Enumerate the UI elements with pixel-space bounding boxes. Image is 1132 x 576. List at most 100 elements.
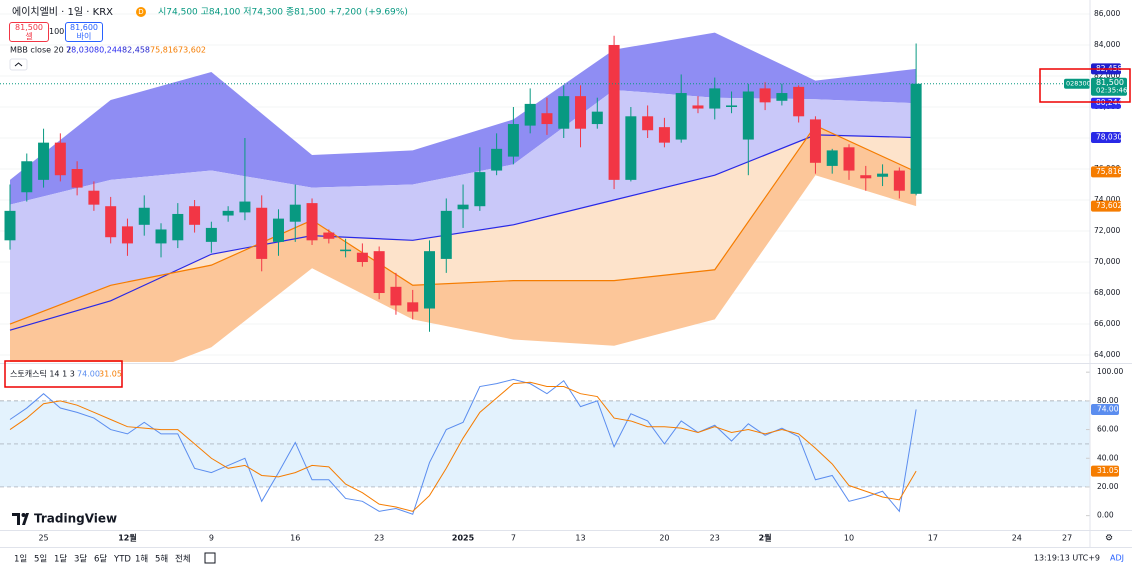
range-button[interactable]: 1해 — [135, 555, 148, 565]
price-tag — [1091, 97, 1121, 109]
band-line — [9, 124, 917, 325]
candle-body — [709, 88, 721, 109]
candle-body — [726, 105, 738, 107]
candle-body — [793, 86, 805, 117]
candle-body — [21, 161, 33, 193]
range-toolbar: 1일 5일 1달 3달 6달 YTD 1해 5해 전체 — [14, 554, 191, 565]
candle-body — [356, 252, 368, 263]
candle-body — [306, 203, 318, 241]
settings-icon[interactable]: ⚙ — [1105, 534, 1113, 544]
candle-body — [541, 113, 553, 125]
x-tick-label: 2월 — [759, 533, 772, 543]
candle-body — [675, 93, 687, 140]
candle-body — [205, 227, 217, 242]
logo — [12, 513, 29, 525]
sell-price: 81,500 — [15, 23, 43, 32]
last-price-label: 81,500 — [1096, 78, 1124, 87]
y-tick-label: 20.00 — [1097, 482, 1119, 491]
candle-body — [222, 210, 234, 216]
calendar-icon[interactable] — [204, 552, 216, 564]
candle-body — [38, 142, 50, 180]
candle-body — [424, 251, 435, 309]
candle-body — [809, 119, 821, 163]
axes: 64,00066,00068,00070,00072,00074,00076,0… — [38, 9, 1128, 543]
candle-body — [692, 105, 704, 109]
candle-body — [373, 251, 385, 294]
collapse-button[interactable] — [9, 58, 28, 71]
candle-body — [71, 169, 83, 188]
mbb-value: 80,244 — [94, 46, 122, 55]
qty[interactable]: 100 — [49, 27, 65, 36]
price-tag — [1091, 200, 1121, 212]
ohlc: 시74,500 고84,100 저74,300 종81,500 +7,200 (… — [158, 7, 408, 18]
range-button[interactable]: YTD — [113, 555, 131, 565]
range-button[interactable]: 6달 — [94, 554, 107, 565]
value-tag-label: 74.00 — [1097, 404, 1119, 413]
buy-label: 바이 — [76, 32, 92, 41]
countdown: 02:35:46 — [1096, 87, 1128, 95]
y-tick-label: 70,000 — [1094, 257, 1120, 266]
candle-body — [491, 148, 503, 171]
stoch-pane — [0, 371, 1090, 517]
price-tag-label: 73,602 — [1096, 201, 1122, 210]
candle-body — [189, 206, 201, 225]
buy-button[interactable]: 81,600 바이 — [65, 22, 103, 42]
price-tag-label: 78,030 — [1096, 133, 1122, 142]
candle-body — [742, 91, 754, 140]
level-fill — [0, 400, 1090, 487]
range-button[interactable]: 1달 — [54, 554, 67, 565]
x-tick-label: 9 — [209, 534, 214, 543]
price-tag-label: 75,816 — [1096, 167, 1122, 176]
y-tick-label: 0.00 — [1097, 511, 1114, 520]
clock: 13:19:13 UTC+9 — [1034, 554, 1100, 563]
candle-body — [877, 173, 889, 177]
x-tick-label: 12월 — [118, 533, 137, 543]
candle-body — [105, 206, 117, 238]
candle-body — [239, 201, 251, 213]
candle-body — [272, 218, 284, 242]
price-tag — [1091, 166, 1121, 178]
range-button[interactable]: 5해 — [155, 555, 168, 565]
highlight-box — [4, 360, 123, 388]
candle-body — [625, 116, 637, 180]
stoch-line — [9, 381, 917, 512]
chevron — [14, 62, 23, 67]
band-fill — [10, 125, 917, 331]
mbb-legend: MBB close 20 2 — [10, 46, 71, 55]
sell-button[interactable]: 81,500 셀 — [9, 22, 49, 42]
candle-body — [340, 249, 352, 252]
band-fill — [10, 125, 917, 362]
value-tag — [1091, 465, 1119, 477]
band-fill — [10, 32, 917, 205]
candle-body — [860, 175, 872, 179]
candle-body — [608, 44, 620, 180]
stoch-title: 스토캐스틱 14 1 3 — [10, 369, 75, 379]
buy-price: 81,600 — [70, 23, 98, 32]
y-tick-label: 72,000 — [1094, 226, 1120, 235]
candle-body — [155, 229, 167, 244]
adj[interactable]: ADJ — [1110, 554, 1124, 563]
range-button[interactable]: 1일 — [14, 555, 27, 565]
stoch-value: 31.05 — [99, 370, 122, 379]
candle-body — [642, 116, 654, 131]
candle-body — [524, 103, 536, 126]
band-line — [9, 134, 917, 331]
candle-body — [440, 210, 452, 259]
value-tag-label: 31.05 — [1097, 466, 1119, 475]
mbb-value: 73,602 — [178, 46, 206, 55]
range-button[interactable]: 전체 — [175, 554, 191, 565]
candle-body — [172, 213, 184, 241]
x-tick-label: 2025 — [452, 534, 475, 543]
candle-body — [289, 204, 301, 222]
candle-body — [4, 210, 16, 241]
candle-body — [407, 302, 419, 312]
x-tick-label: 16 — [290, 534, 300, 543]
mbb-value: 82,458 — [122, 46, 150, 55]
range-button[interactable]: 3달 — [74, 554, 87, 565]
y-tick-label: 74,000 — [1094, 195, 1120, 204]
x-tick-label: 24 — [1012, 534, 1022, 543]
range-button[interactable]: 5일 — [34, 555, 47, 565]
stoch-line — [9, 378, 917, 515]
y-tick-label: 66,000 — [1094, 319, 1120, 328]
